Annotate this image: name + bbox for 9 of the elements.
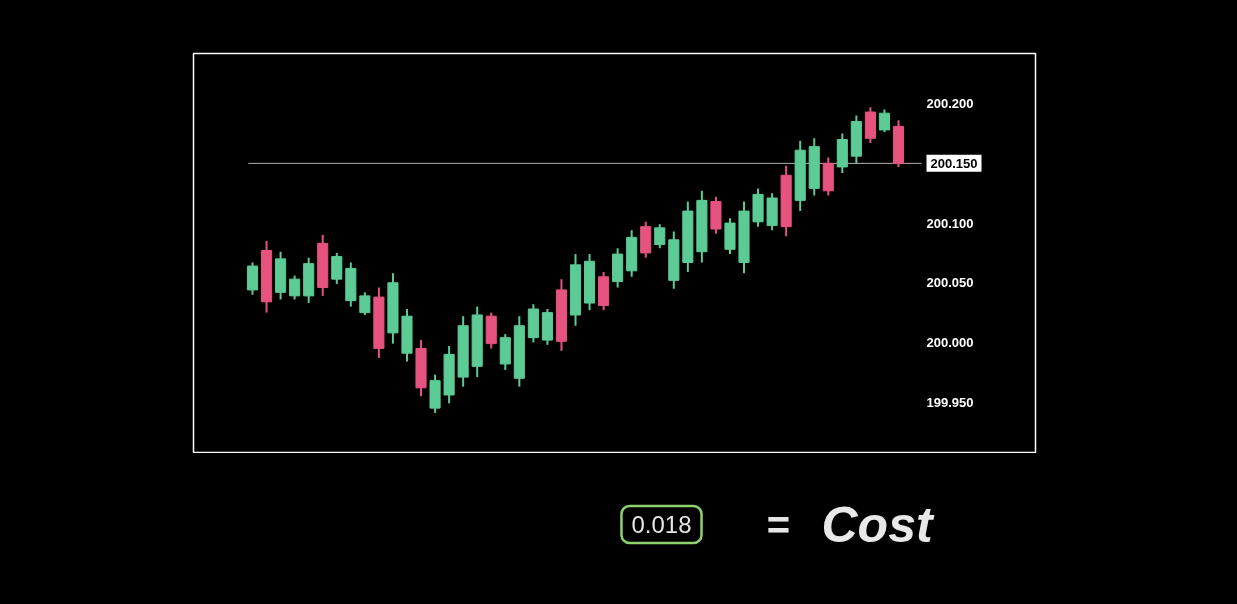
text: = <box>766 502 791 547</box>
y-tick-label: 200.000 <box>926 334 974 350</box>
y-tick-label: 199.950 <box>926 394 974 410</box>
text: Cost <box>821 496 935 553</box>
ref-line-label: 200.150 <box>930 155 978 171</box>
y-tick-label: 200.100 <box>926 215 974 231</box>
text: 0.018 <box>631 511 692 538</box>
y-tick-label: 200.200 <box>926 96 974 112</box>
y-tick-label: 200.050 <box>926 275 974 291</box>
